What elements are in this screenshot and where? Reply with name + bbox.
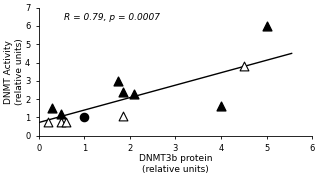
Point — [241, 65, 246, 68]
Point — [59, 121, 64, 123]
Point — [264, 25, 269, 27]
Point — [132, 92, 137, 95]
Point — [82, 116, 87, 119]
Point — [121, 114, 126, 117]
Point — [50, 107, 55, 110]
Point — [59, 112, 64, 115]
Point — [63, 121, 69, 123]
Point — [219, 105, 224, 108]
Point — [45, 121, 50, 123]
Point — [121, 90, 126, 93]
Y-axis label: DNMT Activity
(relative units): DNMT Activity (relative units) — [4, 38, 24, 105]
Text: R = 0.79, p = 0.0007: R = 0.79, p = 0.0007 — [64, 13, 160, 22]
Point — [116, 79, 121, 82]
X-axis label: DNMT3b protein
(relative units): DNMT3b protein (relative units) — [139, 155, 212, 174]
